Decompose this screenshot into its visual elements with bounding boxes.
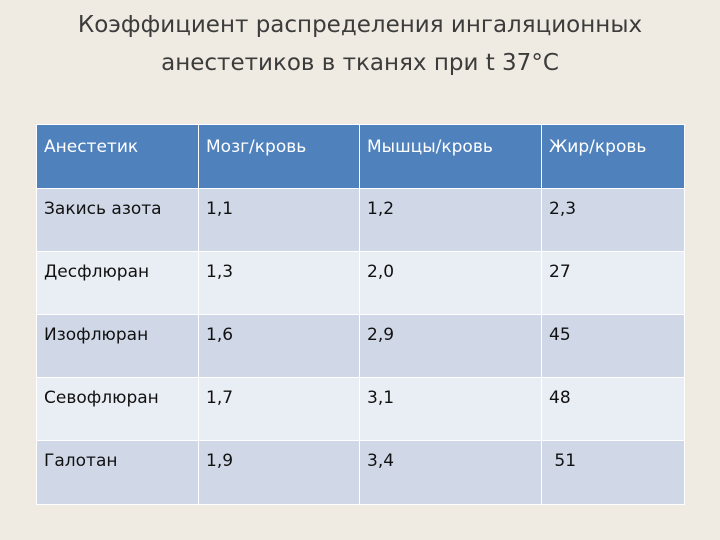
cell-fat-blood: 48	[541, 377, 685, 441]
cell-brain-blood: 1,7	[198, 377, 360, 441]
slide-title-line-1: Коэффициент распределения ингаляционных	[77, 12, 643, 38]
header-brain-blood: Мозг/кровь	[198, 124, 360, 189]
table-row: Галотан 1,9 3,4 51	[36, 440, 685, 505]
cell-anesthetic: Севофлюран	[36, 377, 199, 441]
cell-muscle-blood: 3,4	[359, 440, 542, 505]
cell-anesthetic: Изофлюран	[36, 314, 199, 378]
table-row: Севофлюран 1,7 3,1 48	[36, 377, 685, 441]
cell-muscle-blood: 2,0	[359, 251, 542, 315]
table-row: Изофлюран 1,6 2,9 45	[36, 314, 685, 378]
table-row: Закись азота 1,1 1,2 2,3	[36, 188, 685, 252]
cell-muscle-blood: 2,9	[359, 314, 542, 378]
cell-brain-blood: 1,9	[198, 440, 360, 505]
cell-anesthetic: Закись азота	[36, 188, 199, 252]
cell-fat-blood: 2,3	[541, 188, 685, 252]
header-fat-blood: Жир/кровь	[541, 124, 685, 189]
cell-fat-blood: 45	[541, 314, 685, 378]
cell-fat-blood: 51	[541, 440, 685, 505]
cell-brain-blood: 1,1	[198, 188, 360, 252]
slide-title-line-2: анестетиков в тканях при t 37°С	[161, 50, 559, 76]
table-row: Десфлюран 1,3 2,0 27	[36, 251, 685, 315]
cell-fat-blood: 27	[541, 251, 685, 315]
cell-muscle-blood: 1,2	[359, 188, 542, 252]
cell-anesthetic: Галотан	[36, 440, 199, 505]
header-muscle-blood: Мышцы/кровь	[359, 124, 542, 189]
table-header-row: Анестетик Мозг/кровь Мышцы/кровь Жир/кро…	[36, 124, 685, 189]
cell-brain-blood: 1,6	[198, 314, 360, 378]
cell-anesthetic: Десфлюран	[36, 251, 199, 315]
cell-muscle-blood: 3,1	[359, 377, 542, 441]
cell-brain-blood: 1,3	[198, 251, 360, 315]
partition-coefficient-table: Анестетик Мозг/кровь Мышцы/кровь Жир/кро…	[36, 124, 685, 505]
slide-title: Коэффициент распределения ингаляционных …	[0, 6, 720, 82]
header-anesthetic: Анестетик	[36, 124, 199, 189]
